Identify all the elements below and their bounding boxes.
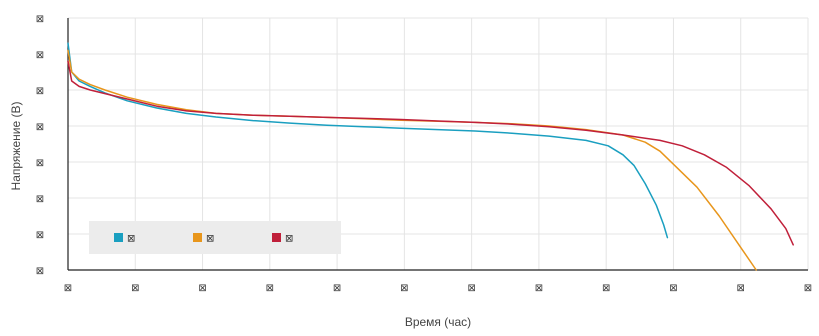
- legend-label: ⊠: [127, 234, 135, 245]
- legend-label: ⊠: [285, 234, 293, 245]
- legend-swatch: [114, 233, 123, 242]
- y-tick-label: ⊠: [36, 194, 44, 205]
- x-tick-label: ⊠: [602, 283, 610, 294]
- y-tick-label: ⊠: [36, 86, 44, 97]
- y-tick-label: ⊠: [36, 158, 44, 169]
- legend-swatch: [272, 233, 281, 242]
- legend-background: [89, 221, 341, 254]
- legend: ⊠ ⊠ ⊠: [89, 221, 341, 254]
- x-tick-labels: ⊠ ⊠ ⊠ ⊠ ⊠ ⊠ ⊠ ⊠ ⊠ ⊠ ⊠ ⊠: [64, 283, 812, 294]
- x-tick-label: ⊠: [131, 283, 139, 294]
- x-tick-label: ⊠: [669, 283, 677, 294]
- x-tick-label: ⊠: [467, 283, 475, 294]
- series-lines: [67, 42, 794, 271]
- y-axis-label: Напряжение (В): [9, 102, 23, 191]
- y-tick-labels: ⊠ ⊠ ⊠ ⊠ ⊠ ⊠ ⊠ ⊠: [36, 14, 44, 277]
- x-tick-label: ⊠: [333, 283, 341, 294]
- y-tick-label: ⊠: [36, 230, 44, 241]
- legend-label: ⊠: [206, 234, 214, 245]
- x-tick-label: ⊠: [400, 283, 408, 294]
- x-tick-label: ⊠: [535, 283, 543, 294]
- series-line: [67, 60, 794, 246]
- x-tick-label: ⊠: [64, 283, 72, 294]
- y-tick-label: ⊠: [36, 14, 44, 25]
- x-tick-label: ⊠: [266, 283, 274, 294]
- y-tick-label: ⊠: [36, 50, 44, 61]
- legend-swatch: [193, 233, 202, 242]
- series-line: [67, 42, 669, 239]
- x-axis-label: Время (час): [405, 315, 471, 329]
- x-tick-label: ⊠: [198, 283, 206, 294]
- x-tick-label: ⊠: [737, 283, 745, 294]
- y-tick-label: ⊠: [36, 122, 44, 133]
- x-tick-label: ⊠: [804, 283, 812, 294]
- y-tick-label: ⊠: [36, 266, 44, 277]
- axes: [67, 18, 808, 271]
